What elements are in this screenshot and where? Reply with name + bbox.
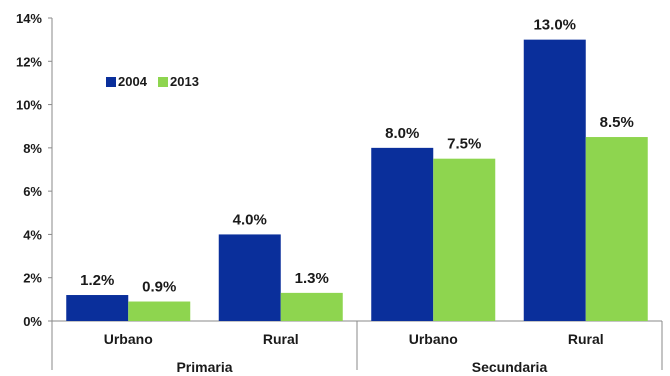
legend-label: 2013 [170,74,199,89]
data-label: 7.5% [447,136,481,153]
bar-2013-2 [433,158,496,321]
category-label: Rural [263,331,299,347]
legend-swatch-2004 [106,77,116,87]
category-labels: Urbano Rural Urbano Rural [104,331,604,347]
y-tick-label: 4% [23,227,42,242]
bar-2004-2 [371,147,434,321]
y-axis-ticks: 0% 2% 4% 6% 8% 10% 12% 14% [16,11,52,329]
bar-2004-0 [66,295,129,321]
data-label: 8.0% [385,125,419,142]
group-label: Secundaria [472,359,548,375]
y-tick-label: 0% [23,314,42,329]
data-label: 1.3% [295,270,329,287]
category-label: Urbano [104,331,153,347]
bar-2013-1 [280,292,343,321]
data-label: 8.5% [600,114,634,131]
y-tick-label: 2% [23,271,42,286]
category-label: Rural [568,331,604,347]
bar-2004-3 [523,39,586,322]
bar-2004-1 [218,234,281,321]
data-label: 1.2% [80,272,114,289]
legend-label: 2004 [118,74,148,89]
category-label: Urbano [409,331,458,347]
y-tick-label: 10% [16,98,42,113]
bars [66,39,648,322]
data-labels: 1.2% 0.9% 4.0% 1.3% 8.0% 7.5% 13.0% 8.5% [80,17,634,296]
group-labels: Primaria Secundaria [176,359,547,375]
bar-2013-3 [585,137,648,321]
data-label: 0.9% [142,279,176,296]
legend-swatch-2013 [158,77,168,87]
y-tick-label: 12% [16,54,42,69]
group-label: Primaria [176,359,232,375]
y-tick-label: 8% [23,141,42,156]
legend: 2004 2013 [106,74,199,89]
y-tick-label: 6% [23,184,42,199]
data-label: 13.0% [533,17,576,34]
bar-2013-0 [128,301,191,321]
data-label: 4.0% [233,211,267,228]
y-tick-label: 14% [16,11,42,26]
